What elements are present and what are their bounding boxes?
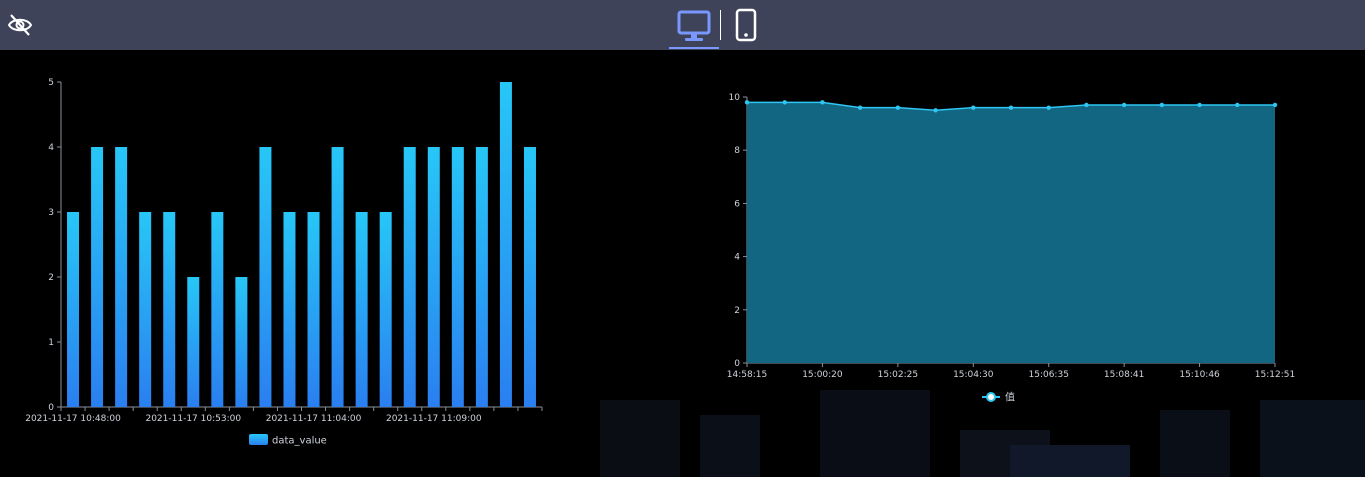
bar[interactable] (356, 212, 368, 407)
area-y-tick-label: 10 (729, 93, 741, 103)
area-fill (747, 102, 1275, 363)
area-y-tick-label: 8 (734, 146, 740, 156)
bar[interactable] (524, 147, 536, 407)
bar-y-tick-label: 0 (48, 403, 54, 413)
area-x-axis: 14:58:15 15:00:20 15:02:25 15:04:30 15:06:35… (727, 363, 1295, 380)
area-point[interactable] (745, 100, 749, 104)
bar-x-axis: 2021-11-17 10:48:00 2021-11-17 10:53:00 20… (25, 407, 542, 424)
bar-y-tick-label: 1 (48, 338, 54, 348)
toolbar-divider (720, 10, 721, 40)
area-x-tick-label: 15:10:46 (1179, 370, 1220, 380)
bar[interactable] (163, 212, 175, 407)
area-point[interactable] (896, 105, 900, 109)
top-toolbar (0, 0, 1365, 50)
area-point[interactable] (1235, 103, 1239, 107)
bar-y-tick-label: 3 (48, 208, 54, 218)
bar-x-tick-label: 2021-11-17 10:53:00 (145, 414, 241, 424)
area-point[interactable] (971, 105, 975, 109)
area-y-tick-label: 4 (734, 253, 740, 263)
eye-off-icon (6, 12, 34, 38)
toggle-visibility-button[interactable] (6, 12, 34, 38)
active-tab-indicator (669, 47, 719, 49)
bar[interactable] (380, 212, 392, 407)
area-x-tick-label: 15:12:51 (1255, 370, 1295, 380)
bar[interactable] (428, 147, 440, 407)
area-point[interactable] (1197, 103, 1201, 107)
bar[interactable] (259, 147, 271, 407)
bar[interactable] (235, 277, 247, 407)
bar-y-tick-label: 4 (48, 143, 54, 153)
area-x-tick-label: 15:04:30 (953, 370, 994, 380)
area-series (745, 100, 1277, 363)
bar[interactable] (452, 147, 464, 407)
bar[interactable] (308, 212, 320, 407)
area-chart: 0 2 4 6 8 10 14:58:15 15:00:20 15:02:25 15:04:30… (690, 50, 1365, 477)
bar-y-axis: 0 1 2 3 4 5 (48, 78, 61, 413)
area-x-tick-label: 15:06:35 (1029, 370, 1069, 380)
bar[interactable] (500, 82, 512, 407)
area-point[interactable] (1122, 103, 1126, 107)
area-x-tick-label: 14:58:15 (727, 370, 767, 380)
bar-x-tick-label: 2021-11-17 11:04:00 (266, 414, 362, 424)
bar-y-tick-label: 2 (48, 273, 54, 283)
bar[interactable] (211, 212, 223, 407)
area-point[interactable] (1009, 105, 1013, 109)
mobile-view-button[interactable] (733, 6, 759, 46)
bar[interactable] (332, 147, 344, 407)
bar[interactable] (67, 212, 79, 407)
area-y-tick-label: 2 (734, 306, 740, 316)
monitor-icon (669, 6, 719, 46)
bar[interactable] (187, 277, 199, 407)
area-point[interactable] (1160, 103, 1164, 107)
bar-legend-label: data_value (272, 436, 327, 447)
area-x-tick-label: 15:02:25 (878, 370, 918, 380)
area-point[interactable] (1047, 105, 1051, 109)
bar[interactable] (404, 147, 416, 407)
area-x-tick-label: 15:00:20 (802, 370, 843, 380)
bar[interactable] (283, 212, 295, 407)
phone-icon (733, 6, 759, 46)
bar[interactable] (115, 147, 127, 407)
area-point[interactable] (783, 100, 787, 104)
bar-legend[interactable]: data_value (249, 434, 327, 447)
area-point[interactable] (820, 100, 824, 104)
area-legend-marker (987, 393, 995, 401)
area-point[interactable] (1084, 103, 1088, 107)
bar[interactable] (139, 212, 151, 407)
bar-series (67, 82, 536, 407)
bar-x-tick-label: 2021-11-17 10:48:00 (25, 414, 121, 424)
area-point[interactable] (933, 108, 937, 112)
area-y-tick-label: 6 (734, 199, 740, 209)
bar[interactable] (91, 147, 103, 407)
desktop-view-button[interactable] (669, 6, 719, 46)
area-legend[interactable]: 值 (982, 391, 1015, 404)
bar[interactable] (476, 147, 488, 407)
area-point[interactable] (858, 105, 862, 109)
bar-legend-swatch (249, 434, 268, 445)
bar-x-tick-label: 2021-11-17 11:09:00 (386, 414, 482, 424)
area-legend-label: 值 (1005, 391, 1015, 404)
area-x-tick-label: 15:08:41 (1104, 370, 1144, 380)
bar-y-tick-label: 5 (48, 78, 54, 88)
area-point[interactable] (1273, 103, 1277, 107)
area-y-tick-label: 0 (734, 359, 740, 369)
area-y-axis: 0 2 4 6 8 10 (729, 93, 747, 369)
